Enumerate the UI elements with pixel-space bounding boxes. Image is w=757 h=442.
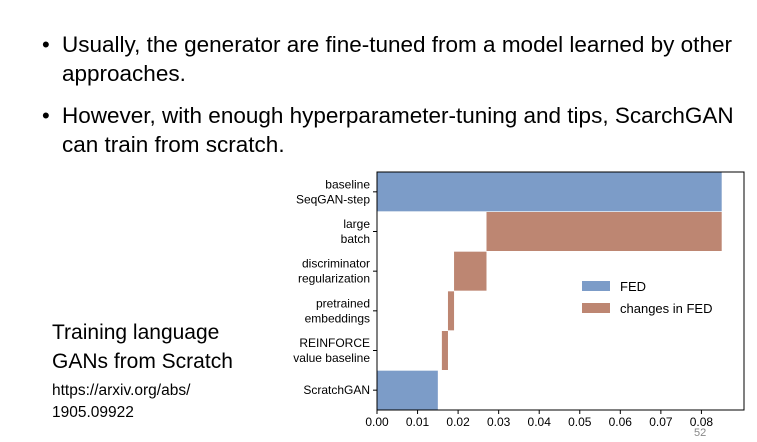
y-tick-label: SeqGAN-step	[296, 192, 370, 206]
y-tick-label: pretrained	[316, 296, 370, 310]
y-tick-label: REINFORCE	[299, 336, 370, 350]
x-tick-label: 0.03	[487, 415, 511, 429]
bullet-dot: •	[42, 32, 50, 57]
legend-swatch	[582, 281, 610, 291]
x-tick-label: 0.07	[649, 415, 673, 429]
x-tick-label: 0.01	[406, 415, 430, 429]
legend-swatch	[582, 303, 610, 313]
paper-link[interactable]: https://arxiv.org/abs/ 1905.09922	[52, 380, 190, 424]
y-tick-label: discriminator	[302, 257, 370, 271]
bar	[377, 370, 438, 410]
x-tick-label: 0.04	[528, 415, 552, 429]
page-number: 52	[694, 427, 707, 439]
x-tick-label: 0.05	[568, 415, 592, 429]
paper-link-line[interactable]: 1905.09922	[52, 404, 134, 421]
side-title-line: GANs from Scratch	[52, 350, 233, 373]
x-tick-label: 0.06	[609, 415, 633, 429]
y-tick-label: baseline	[325, 177, 370, 191]
bar	[447, 291, 455, 331]
bar	[377, 172, 722, 212]
bar	[454, 251, 487, 291]
bullet-dot: •	[42, 103, 50, 128]
y-tick-label: value baseline	[293, 351, 370, 365]
bullet-text: However, with enough hyperparameter-tuni…	[62, 103, 734, 157]
y-tick-label: embeddings	[305, 311, 370, 325]
x-tick-label: 0.02	[446, 415, 470, 429]
legend-label: FED	[620, 279, 646, 294]
legend-label: changes in FED	[620, 301, 713, 316]
y-tick-label: batch	[341, 232, 370, 246]
y-tick-label: ScratchGAN	[303, 383, 370, 397]
bar	[486, 212, 722, 251]
plot-frame	[376, 171, 745, 411]
x-tick-label: 0.00	[365, 415, 389, 429]
bullet-item: • However, with enough hyperparameter-tun…	[40, 101, 740, 159]
y-tick-label: regularization	[298, 272, 370, 286]
paper-link-line[interactable]: https://arxiv.org/abs/	[52, 382, 191, 399]
bullet-text: Usually, the generator are fine-tuned fr…	[62, 32, 732, 86]
bullet-item: • Usually, the generator are fine-tuned f…	[40, 30, 740, 88]
y-tick-label: large	[343, 217, 370, 231]
bar	[441, 331, 448, 370]
side-title-line: Training language	[52, 321, 220, 344]
side-title: Training language GANs from Scratch	[52, 318, 233, 376]
x-tick-label: 0.08	[690, 415, 714, 429]
bullet-list: • Usually, the generator are fine-tuned f…	[40, 30, 740, 172]
